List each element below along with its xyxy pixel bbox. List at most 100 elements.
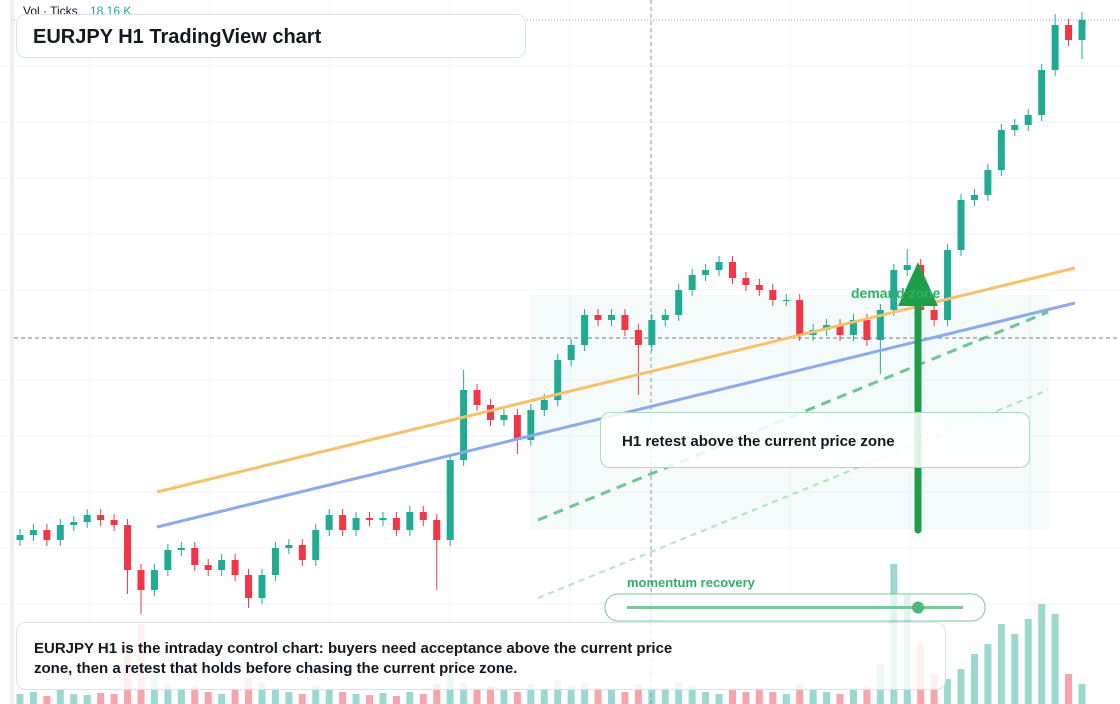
candle-body — [984, 170, 992, 195]
volume-bar — [863, 686, 871, 704]
candle-body — [944, 250, 952, 320]
momentum-label: momentum recovery — [627, 575, 756, 590]
left-edge — [10, 0, 14, 704]
volume-bar — [594, 688, 602, 704]
candle-body — [621, 315, 629, 330]
candle-body — [392, 518, 400, 530]
volume-bar — [285, 692, 293, 704]
candle-body — [137, 570, 145, 590]
candle-body — [634, 330, 642, 345]
volume-bar — [823, 692, 831, 704]
candle-body — [513, 415, 521, 440]
title-box: EURJPY H1 TradingView chart — [16, 14, 526, 58]
volume-bar — [392, 696, 400, 704]
candle-layer — [16, 12, 1086, 614]
retest-text: H1 retest above the current price zone — [622, 433, 895, 450]
volume-bar — [728, 690, 736, 704]
candle-body — [728, 262, 736, 278]
volume-bar — [675, 682, 683, 704]
candle-body — [675, 290, 683, 315]
candle-body — [890, 270, 898, 310]
candle-body — [298, 545, 306, 560]
volume-bar — [715, 694, 723, 704]
candle-body — [540, 400, 548, 410]
candle-body — [124, 525, 132, 570]
candle-body — [406, 512, 414, 530]
candle-body — [796, 300, 804, 335]
candle-body — [970, 195, 978, 200]
candle-body — [567, 345, 575, 360]
volume-bar — [487, 686, 495, 704]
volume-bar — [1065, 674, 1073, 704]
candle-body — [29, 530, 37, 535]
volume-bar — [325, 690, 333, 704]
candle-body — [782, 300, 790, 301]
volume-bar — [796, 684, 804, 704]
candle-body — [1011, 125, 1019, 130]
volume-bar — [527, 684, 535, 704]
candle-body — [755, 285, 763, 290]
candle-body — [930, 310, 938, 320]
volume-bar — [607, 690, 615, 704]
volume-bar — [177, 689, 185, 704]
volume-bar — [419, 694, 427, 704]
candle-body — [419, 512, 427, 520]
volume-bar — [621, 692, 629, 704]
candle-body — [83, 515, 91, 522]
candle-body — [325, 515, 333, 530]
volume-bar — [769, 692, 777, 704]
volume-bar — [500, 690, 508, 704]
volume-bar — [406, 692, 414, 704]
volume-bar — [997, 624, 1005, 704]
candle-body — [218, 560, 226, 570]
candle-body — [379, 518, 387, 520]
volume-bar — [567, 686, 575, 704]
candle-body — [70, 522, 78, 525]
candle-body — [16, 535, 24, 540]
volume-bar — [957, 669, 965, 704]
candle-body — [231, 560, 239, 575]
slider-knob — [912, 601, 924, 614]
volume-bar — [809, 690, 817, 704]
volume-bar — [1011, 634, 1019, 704]
volume-bar — [70, 694, 78, 704]
candle-body — [849, 320, 857, 335]
candle-body — [836, 325, 844, 335]
candle-body — [460, 390, 468, 460]
footer-text: EURJPY H1 is the intraday control chart:… — [34, 640, 673, 677]
volume-bar — [554, 680, 562, 704]
candle-body — [285, 545, 293, 548]
dashed-line-faint — [537, 389, 1049, 599]
candle-body — [150, 570, 158, 590]
candle-body — [43, 530, 51, 540]
volume-bar — [110, 694, 118, 704]
footer-box: EURJPY H1 is the intraday control chart:… — [16, 622, 946, 690]
candle-body — [1078, 20, 1086, 40]
candle-body — [473, 390, 481, 405]
volume-bar — [29, 692, 37, 704]
volume-bar — [1038, 604, 1046, 704]
volume-bar — [312, 686, 320, 704]
title: EURJPY H1 TradingView chart — [33, 26, 322, 48]
volume-bar — [836, 694, 844, 704]
retest-box: H1 retest above the current price zone — [600, 412, 1030, 468]
volume-bar — [271, 688, 279, 704]
candle-body — [1065, 25, 1073, 40]
candle-body — [110, 520, 118, 525]
volume-bar — [1024, 619, 1032, 704]
candle-body — [957, 200, 965, 250]
candle-body — [863, 320, 871, 340]
volume-bar — [513, 692, 521, 704]
candle-body — [164, 550, 172, 570]
volume-bar — [849, 688, 857, 704]
candle-body — [997, 130, 1005, 170]
candle-body — [487, 405, 495, 420]
volume-bar — [540, 689, 548, 704]
candle-body — [769, 290, 777, 300]
candle-body — [876, 310, 884, 340]
volume-bar — [352, 694, 360, 704]
volume-bar — [191, 686, 199, 704]
candle-body — [581, 315, 589, 345]
